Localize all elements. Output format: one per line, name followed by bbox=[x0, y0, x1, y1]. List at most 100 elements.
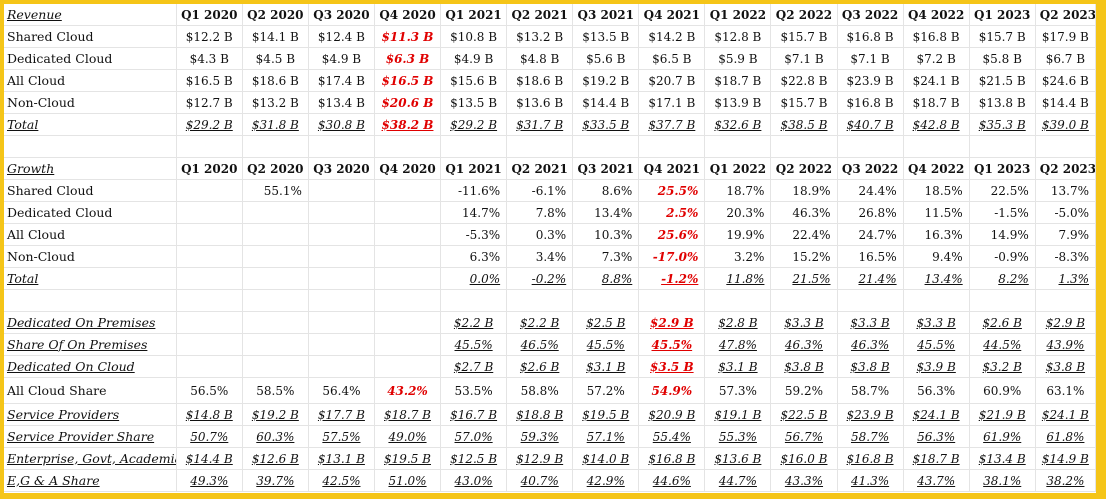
data-cell: 16.5% bbox=[837, 245, 904, 268]
data-cell: $4.3 B bbox=[176, 47, 243, 70]
empty-cell bbox=[704, 289, 772, 312]
data-cell: $3.3 B bbox=[903, 311, 970, 334]
data-cell: 25.5% bbox=[638, 179, 706, 202]
data-cell: $18.6 B bbox=[242, 69, 309, 92]
data-cell: $3.3 B bbox=[770, 311, 838, 334]
data-cell: 0.0% bbox=[440, 267, 508, 290]
column-header: Q1 2022 bbox=[704, 157, 772, 180]
data-cell: $12.6 B bbox=[242, 447, 309, 470]
data-cell: 21.5% bbox=[770, 267, 838, 290]
empty-cell bbox=[1035, 135, 1096, 158]
data-cell: 45.5% bbox=[572, 333, 640, 356]
data-cell: 43.2% bbox=[374, 377, 442, 404]
data-cell: 46.3% bbox=[770, 201, 838, 224]
data-cell: 47.8% bbox=[704, 333, 772, 356]
data-cell: $18.6 B bbox=[506, 69, 574, 92]
data-cell: $18.7 B bbox=[704, 69, 772, 92]
data-cell: 55.1% bbox=[242, 179, 309, 202]
data-cell: $21.5 B bbox=[969, 69, 1036, 92]
data-cell: $21.9 B bbox=[969, 403, 1036, 426]
data-cell bbox=[242, 355, 309, 378]
table-row: All Cloud $16.5 B $18.6 B $17.4 B $16.5 B $15… bbox=[4, 69, 1096, 92]
empty-cell bbox=[242, 289, 309, 312]
empty-cell bbox=[308, 289, 375, 312]
data-cell: $18.7 B bbox=[374, 403, 442, 426]
data-cell: -0.2% bbox=[506, 267, 574, 290]
data-cell: $4.9 B bbox=[308, 47, 375, 70]
data-cell bbox=[242, 311, 309, 334]
row-label: Dedicated On Premises bbox=[4, 311, 177, 334]
column-header: Q3 2022 bbox=[837, 4, 904, 26]
column-header: Q4 2021 bbox=[638, 157, 706, 180]
data-cell: $2.2 B bbox=[440, 311, 508, 334]
empty-cell bbox=[4, 289, 177, 312]
row-label: Dedicated Cloud bbox=[4, 47, 177, 70]
data-cell: $15.6 B bbox=[440, 69, 508, 92]
data-cell: 56.4% bbox=[308, 377, 375, 404]
data-cell: 22.5% bbox=[969, 179, 1036, 202]
data-cell: $16.5 B bbox=[176, 69, 243, 92]
data-cell: 13.4% bbox=[572, 201, 640, 224]
data-cell: $19.1 B bbox=[704, 403, 772, 426]
data-cell: 44.6% bbox=[638, 469, 706, 492]
column-header: Q1 2020 bbox=[176, 4, 243, 26]
data-cell: $2.9 B bbox=[1035, 311, 1096, 334]
data-cell bbox=[176, 201, 243, 224]
row-label: All Cloud Share bbox=[4, 377, 177, 404]
data-cell bbox=[374, 333, 442, 356]
data-cell: 9.4% bbox=[903, 245, 970, 268]
data-cell: 3.4% bbox=[506, 245, 574, 268]
data-cell: 58.8% bbox=[506, 377, 574, 404]
spacer-row bbox=[4, 289, 1096, 312]
data-cell: 26.8% bbox=[837, 201, 904, 224]
data-cell: 18.7% bbox=[704, 179, 772, 202]
row-label: E,G & A Share bbox=[4, 469, 177, 492]
data-cell: $3.3 B bbox=[837, 311, 904, 334]
row-label: Shared Cloud bbox=[4, 179, 177, 202]
data-cell: 40.7% bbox=[506, 469, 574, 492]
data-cell: 53.5% bbox=[440, 377, 508, 404]
data-cell: 13.7% bbox=[1035, 179, 1096, 202]
data-cell bbox=[176, 245, 243, 268]
data-cell: 45.5% bbox=[440, 333, 508, 356]
data-cell: $23.9 B bbox=[837, 403, 904, 426]
data-cell: $2.6 B bbox=[506, 355, 574, 378]
data-cell bbox=[242, 201, 309, 224]
data-cell: $18.7 B bbox=[903, 447, 970, 470]
data-cell: $12.7 B bbox=[176, 91, 243, 114]
data-cell: $14.8 B bbox=[176, 403, 243, 426]
table-row: Dedicated Cloud $4.3 B $4.5 B $4.9 B $6.3 B $… bbox=[4, 47, 1096, 70]
data-cell: $17.9 B bbox=[1035, 25, 1096, 48]
data-cell: $24.1 B bbox=[903, 403, 970, 426]
data-cell: -5.0% bbox=[1035, 201, 1096, 224]
data-cell: $13.5 B bbox=[572, 25, 640, 48]
data-cell: $19.2 B bbox=[242, 403, 309, 426]
data-cell: 3.2% bbox=[704, 245, 772, 268]
row-label: Share Of On Premises bbox=[4, 333, 177, 356]
column-header: Q2 2020 bbox=[242, 4, 309, 26]
column-header: Q4 2020 bbox=[374, 157, 442, 180]
data-cell: $13.1 B bbox=[308, 447, 375, 470]
table-row: Dedicated On Cloud $2.7 B $2.6 B $3.1 B $3.5… bbox=[4, 355, 1096, 378]
data-cell: 21.4% bbox=[837, 267, 904, 290]
data-cell: 45.5% bbox=[903, 333, 970, 356]
data-cell: 59.2% bbox=[770, 377, 838, 404]
empty-cell bbox=[440, 289, 508, 312]
data-cell: $14.2 B bbox=[638, 25, 706, 48]
data-cell: $5.6 B bbox=[572, 47, 640, 70]
empty-cell bbox=[770, 135, 838, 158]
data-cell: $24.1 B bbox=[903, 69, 970, 92]
data-cell bbox=[242, 245, 309, 268]
data-cell: $13.2 B bbox=[506, 25, 574, 48]
empty-cell bbox=[638, 135, 706, 158]
row-label: All Cloud bbox=[4, 223, 177, 246]
data-cell: -17.0% bbox=[638, 245, 706, 268]
data-cell: 46.5% bbox=[506, 333, 574, 356]
data-cell: -5.3% bbox=[440, 223, 508, 246]
data-cell: 24.4% bbox=[837, 179, 904, 202]
spacer-row bbox=[4, 135, 1096, 158]
row-label: Dedicated On Cloud bbox=[4, 355, 177, 378]
data-cell: $3.2 B bbox=[969, 355, 1036, 378]
data-cell: $2.2 B bbox=[506, 311, 574, 334]
column-header: Q2 2023 bbox=[1035, 4, 1096, 26]
